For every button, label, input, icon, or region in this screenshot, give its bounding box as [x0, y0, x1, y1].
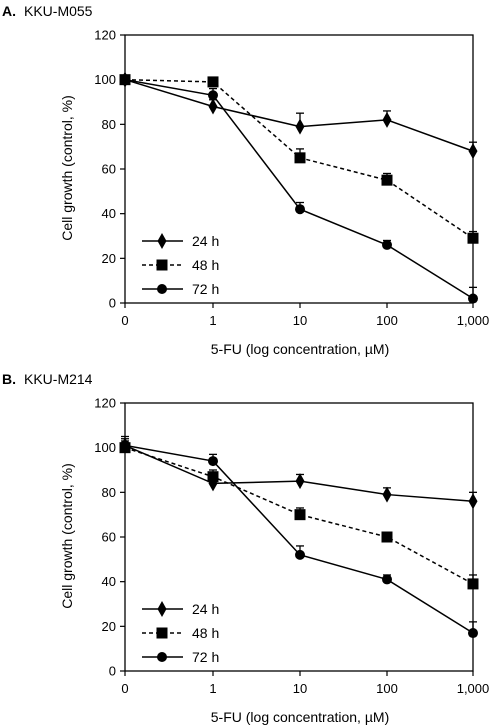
- y-tick-label: 80: [102, 117, 116, 132]
- legend-marker: [157, 284, 167, 294]
- data-point: [467, 578, 479, 590]
- legend-label: 24 h: [192, 233, 219, 249]
- data-point: [207, 76, 219, 88]
- data-point: [294, 152, 306, 164]
- panel-title: KKU-M214: [24, 371, 93, 387]
- data-point: [120, 74, 130, 85]
- data-point: [294, 509, 306, 521]
- data-point: [468, 628, 478, 639]
- data-point: [208, 90, 218, 101]
- y-tick-label: 20: [102, 619, 116, 634]
- panel-title: KKU-M055: [24, 3, 93, 19]
- series-line: [124, 444, 474, 634]
- x-tick-label: 1,000: [457, 313, 490, 328]
- panel-label: B.: [2, 371, 16, 387]
- y-axis-label: Cell growth (control, %): [59, 463, 75, 609]
- x-tick-label: 1,000: [457, 681, 490, 696]
- legend-marker: [157, 652, 167, 662]
- data-point: [295, 204, 305, 215]
- y-tick-label: 60: [102, 530, 116, 545]
- data-point: [382, 111, 392, 128]
- plot-frame: [124, 402, 474, 672]
- data-point: [120, 440, 130, 451]
- data-point: [208, 456, 218, 467]
- plot-area-a: 0 20 40 60 80 100 120 0 1 10 100 1,000 24 h 48 h 72 h: [94, 28, 489, 329]
- x-tick-label: 100: [376, 313, 398, 328]
- x-axis-label: 5-FU (log concentration, µM): [211, 341, 389, 357]
- y-tick-label: 80: [102, 485, 116, 500]
- series-line: [124, 444, 474, 503]
- data-point: [207, 471, 219, 483]
- data-point: [382, 486, 392, 503]
- legend-label: 48 h: [192, 625, 219, 641]
- data-point: [468, 493, 478, 510]
- y-tick-label: 100: [94, 440, 116, 455]
- x-tick-label: 1: [209, 681, 216, 696]
- y-tick-label: 0: [109, 296, 116, 311]
- y-tick-label: 120: [94, 396, 116, 411]
- legend-label: 24 h: [192, 601, 219, 617]
- legend-marker: [157, 233, 167, 249]
- data-point: [208, 98, 218, 115]
- panel-label: A.: [2, 3, 16, 19]
- data-point: [382, 239, 392, 250]
- legend-marker: [157, 601, 167, 617]
- legend-label: 72 h: [192, 281, 219, 297]
- y-tick-label: 100: [94, 72, 116, 87]
- data-point: [467, 232, 479, 244]
- y-tick-label: 60: [102, 162, 116, 177]
- plot-area-b: 0 20 40 60 80 100 120 0 1 10 100 1,000 24 h 48 h 72 h: [94, 396, 489, 697]
- data-point: [382, 574, 392, 585]
- x-tick-label: 100: [376, 681, 398, 696]
- x-tick-label: 1: [209, 313, 216, 328]
- data-point: [468, 293, 478, 304]
- series-line: [124, 78, 474, 152]
- series-line: [124, 446, 474, 585]
- data-point: [468, 143, 478, 160]
- y-tick-label: 20: [102, 251, 116, 266]
- data-point: [381, 174, 393, 186]
- x-axis-label: 5-FU (log concentration, µM): [211, 709, 389, 725]
- y-tick-label: 0: [109, 664, 116, 679]
- x-tick-label: 10: [293, 313, 307, 328]
- data-point: [295, 549, 305, 560]
- data-point: [381, 531, 393, 543]
- panel-b: B. KKU-M214 Cell growth (control, %) 5-F…: [2, 371, 489, 725]
- legend-marker: [156, 627, 168, 639]
- legend-label: 72 h: [192, 649, 219, 665]
- x-tick-label: 0: [121, 313, 128, 328]
- panel-a: A. KKU-M055 Cell growth (control, %) 5-F…: [2, 3, 489, 357]
- data-point: [208, 475, 218, 492]
- plot-frame: [124, 34, 474, 304]
- legend-marker: [156, 259, 168, 271]
- y-tick-label: 40: [102, 206, 116, 221]
- y-axis-label: Cell growth (control, %): [59, 95, 75, 241]
- legend-label: 48 h: [192, 257, 219, 273]
- x-tick-label: 0: [121, 681, 128, 696]
- data-point: [295, 473, 305, 490]
- x-tick-label: 10: [293, 681, 307, 696]
- y-tick-label: 120: [94, 28, 116, 43]
- data-point: [295, 118, 305, 135]
- y-tick-label: 40: [102, 574, 116, 589]
